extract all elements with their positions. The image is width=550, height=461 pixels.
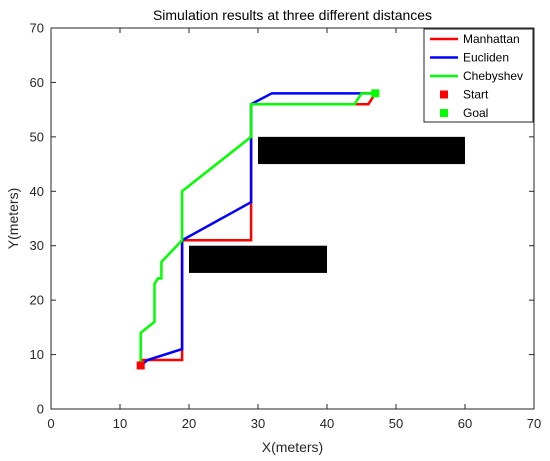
series-line-eucliden xyxy=(139,92,376,367)
x-tick-label: 10 xyxy=(113,416,127,431)
y-tick-label: 40 xyxy=(30,184,44,199)
legend-swatch-goal xyxy=(440,109,448,117)
y-axis-title: Y(meters) xyxy=(5,188,21,249)
legend-swatch-start xyxy=(440,90,448,99)
legend: Manhattan Eucliden Chebyshev Start Goal xyxy=(423,28,534,123)
goal-marker xyxy=(371,89,380,98)
y-tick-label: 0 xyxy=(37,402,44,417)
y-tick-label: 30 xyxy=(30,238,44,253)
legend-label-start: Start xyxy=(463,88,489,102)
y-tick-label: 50 xyxy=(30,129,44,144)
x-tick-label: 60 xyxy=(458,416,472,431)
x-tick-label: 50 xyxy=(389,416,403,431)
legend-label-manhattan: Manhattan xyxy=(463,32,520,46)
y-tick-label: 60 xyxy=(30,75,44,90)
start-marker xyxy=(136,361,145,370)
y-tick-label: 20 xyxy=(30,293,44,308)
x-axis-title: X(meters) xyxy=(262,439,323,455)
y-tick-label: 10 xyxy=(30,347,44,362)
x-tick-label: 40 xyxy=(320,416,334,431)
legend-label-goal: Goal xyxy=(463,106,488,120)
x-tick-label: 0 xyxy=(47,416,54,431)
chart-title: Simulation results at three different di… xyxy=(153,7,432,23)
obstacle-1 xyxy=(258,136,465,165)
series-line-chebyshev xyxy=(139,92,376,366)
y-tick-label: 70 xyxy=(30,21,44,36)
x-tick-label: 30 xyxy=(251,416,265,431)
x-tick-label: 70 xyxy=(527,416,541,431)
obstacle-2 xyxy=(189,245,327,273)
axes-box xyxy=(50,27,535,410)
legend-label-chebyshev: Chebyshev xyxy=(463,69,523,83)
legend-label-eucliden: Eucliden xyxy=(463,51,509,65)
x-tick-label: 20 xyxy=(182,416,196,431)
